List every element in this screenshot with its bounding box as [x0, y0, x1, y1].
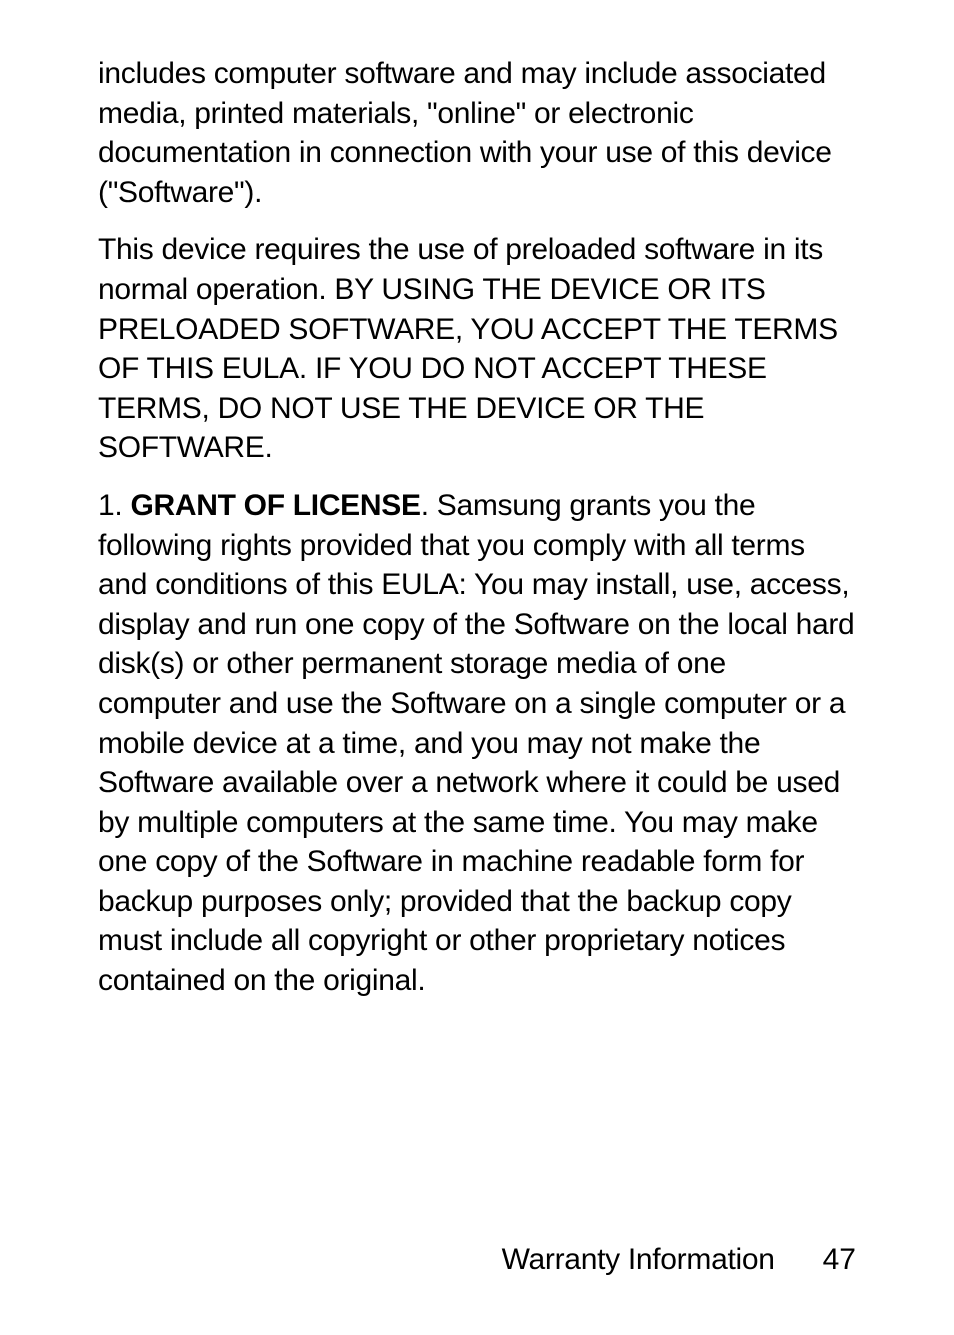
paragraph-2: This device requires the use of preloade… — [98, 230, 856, 468]
p3-prefix: 1. — [98, 489, 130, 522]
document-body: includes computer software and may inclu… — [98, 54, 856, 1001]
footer-section-label: Warranty Information — [502, 1243, 775, 1277]
paragraph-3: 1. GRANT OF LICENSE. Samsung grants you … — [98, 486, 856, 1001]
p3-body: . Samsung grants you the following right… — [98, 489, 854, 997]
paragraph-1: includes computer software and may inclu… — [98, 54, 856, 212]
footer-page-number: 47 — [823, 1243, 856, 1277]
p3-heading: GRANT OF LICENSE — [130, 489, 420, 522]
page-footer: Warranty Information 47 — [502, 1243, 856, 1277]
